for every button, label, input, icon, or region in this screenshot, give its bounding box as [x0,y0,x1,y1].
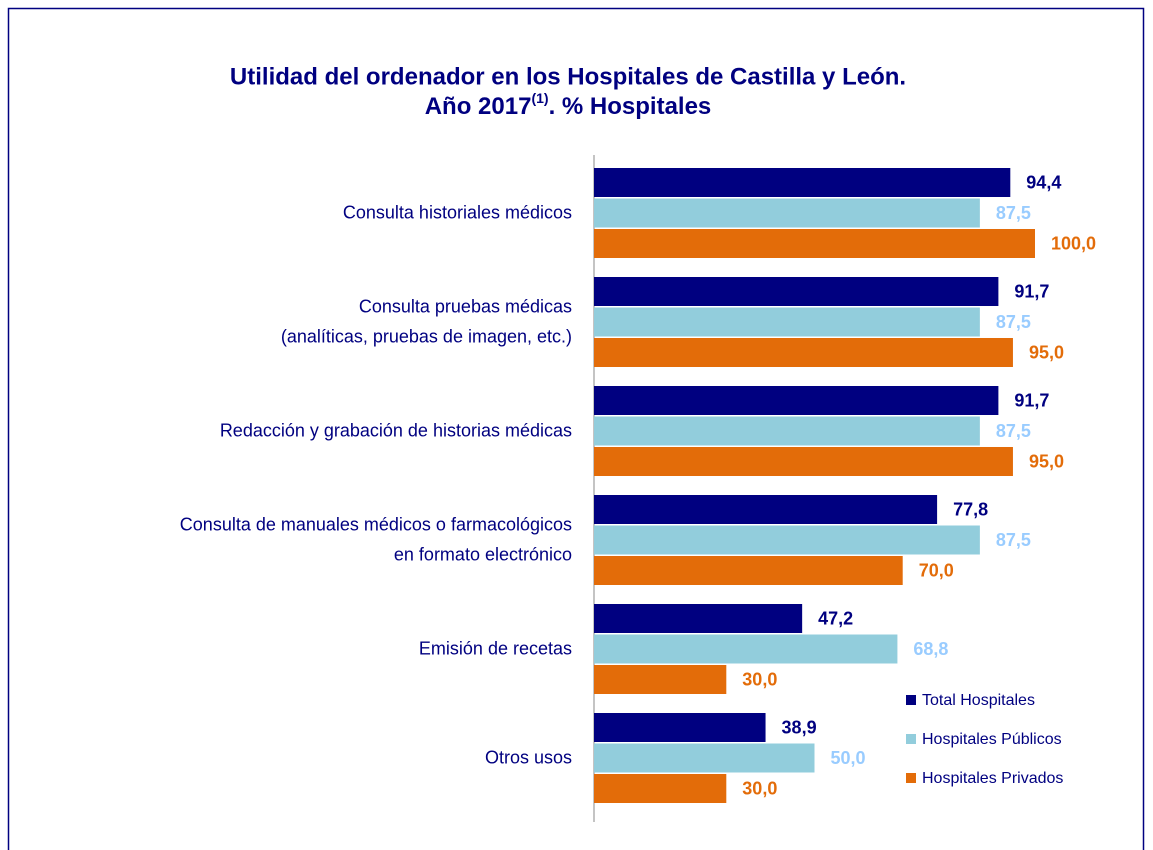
frame [7,7,1145,850]
bar [594,774,727,803]
bar [594,525,980,555]
bar [594,416,980,446]
bar [594,229,1035,258]
value-label: 100,0 [1051,233,1096,253]
value-label: 87,5 [996,421,1031,441]
category-label: en formato electrónico [394,545,572,565]
title-part: Año 2017 [425,93,532,120]
value-label: 47,2 [818,608,853,628]
bar [594,198,980,228]
value-label: 87,5 [996,312,1031,332]
value-label: 87,5 [996,530,1031,550]
legend-label: Hospitales Privados [922,770,1063,787]
legend-swatch [906,695,916,705]
bar [594,386,999,415]
legend-swatch [906,734,916,744]
value-label: 91,7 [1014,281,1049,301]
bar [594,556,903,585]
chart-title-line2: Año 2017(1). % Hospitales [425,90,712,121]
bar [594,604,803,633]
title-superscript: (1) [531,90,548,106]
title-part: . % Hospitales [549,93,712,120]
value-label: 95,0 [1029,451,1064,471]
category-label: Consulta de manuales médicos o farmacoló… [180,515,572,535]
category-label: (analíticas, pruebas de imagen, etc.) [281,327,572,347]
value-label: 94,4 [1026,172,1061,192]
value-label: 70,0 [919,560,954,580]
value-label: 30,0 [742,669,777,689]
chart-title: Utilidad del ordenador en los Hospitales… [230,63,906,90]
value-label: 38,9 [782,717,817,737]
bar [594,277,999,306]
bar [594,168,1011,197]
legend-label: Total Hospitales [922,692,1035,709]
category-label: Consulta pruebas médicas [359,297,572,317]
category-label: Emisión de recetas [419,639,572,659]
bar [594,743,815,773]
bar [594,634,898,664]
bar [594,665,727,694]
legend-label: Hospitales Públicos [922,731,1062,748]
value-label: 77,8 [953,499,988,519]
bar [594,307,980,337]
bar [594,447,1013,476]
value-label: 87,5 [996,203,1031,223]
category-label: Redacción y grabación de historias médic… [220,421,572,441]
bar [594,713,766,742]
bar [594,495,938,524]
category-label: Consulta historiales médicos [343,203,572,223]
value-label: 91,7 [1014,390,1049,410]
bar [594,338,1013,367]
category-label: Otros usos [485,748,572,768]
legend-swatch [906,773,916,783]
value-label: 68,8 [913,639,948,659]
value-label: 95,0 [1029,342,1064,362]
value-label: 30,0 [742,778,777,798]
value-label: 50,0 [831,748,866,768]
